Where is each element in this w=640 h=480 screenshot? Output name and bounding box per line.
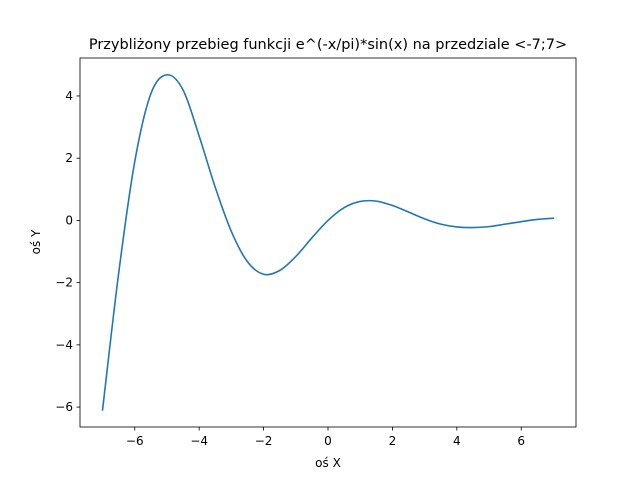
y-tick-label: 0 [65,213,73,227]
x-tick-label: −6 [126,434,144,448]
x-tick-label: 0 [324,434,332,448]
y-tick-label: −6 [55,400,73,414]
y-tick-label: −4 [55,338,73,352]
x-tick-label: 2 [389,434,397,448]
chart-title: Przybliżony przebieg funkcji e^(-x/pi)*s… [89,37,567,53]
series-line [101,73,555,411]
plot-frame [79,57,577,428]
x-tick-label: 6 [517,434,525,448]
x-axis: −6 −4 −2 0 2 4 6 [126,427,525,448]
y-tick-label: −2 [55,276,73,290]
x-tick-label: −2 [255,434,273,448]
y-axis-title: oś Y [29,229,43,254]
x-tick-label: −4 [190,434,208,448]
y-tick-label: 2 [65,151,73,165]
x-tick-label: 4 [453,434,461,448]
y-tick-label: 4 [65,89,73,103]
x-axis-title: oś X [315,456,341,470]
y-axis: −6 −4 −2 0 2 4 [55,89,80,414]
plot-area [101,73,555,411]
